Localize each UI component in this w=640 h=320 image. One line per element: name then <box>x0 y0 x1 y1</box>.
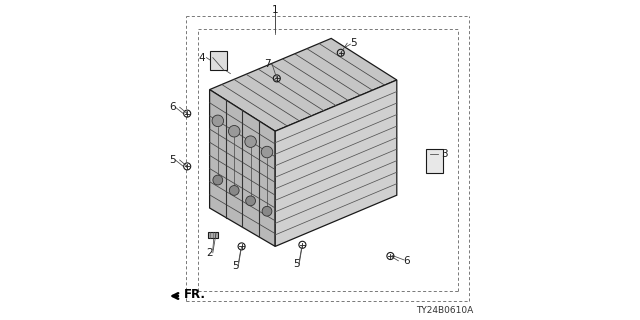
Circle shape <box>228 125 240 137</box>
Text: 5: 5 <box>292 259 300 269</box>
Circle shape <box>261 146 273 158</box>
Bar <box>208 232 218 238</box>
Text: 6: 6 <box>403 256 410 266</box>
Text: 2: 2 <box>206 248 213 258</box>
Text: 1: 1 <box>272 4 278 15</box>
Bar <box>426 149 443 173</box>
Text: 7: 7 <box>264 59 271 69</box>
Text: 5: 5 <box>350 38 357 48</box>
Text: 5: 5 <box>232 260 239 271</box>
Text: 4: 4 <box>198 52 205 63</box>
Polygon shape <box>210 38 397 131</box>
Circle shape <box>213 175 223 185</box>
Circle shape <box>229 186 239 195</box>
Polygon shape <box>210 90 275 246</box>
Circle shape <box>246 196 255 206</box>
Polygon shape <box>210 51 227 70</box>
Text: 3: 3 <box>442 148 448 159</box>
Text: TY24B0610A: TY24B0610A <box>417 306 474 315</box>
Circle shape <box>212 115 223 127</box>
Text: 6: 6 <box>169 102 175 112</box>
Circle shape <box>245 136 257 148</box>
Text: 5: 5 <box>169 155 175 165</box>
Polygon shape <box>275 80 397 246</box>
Text: FR.: FR. <box>184 288 206 301</box>
Circle shape <box>262 206 272 216</box>
